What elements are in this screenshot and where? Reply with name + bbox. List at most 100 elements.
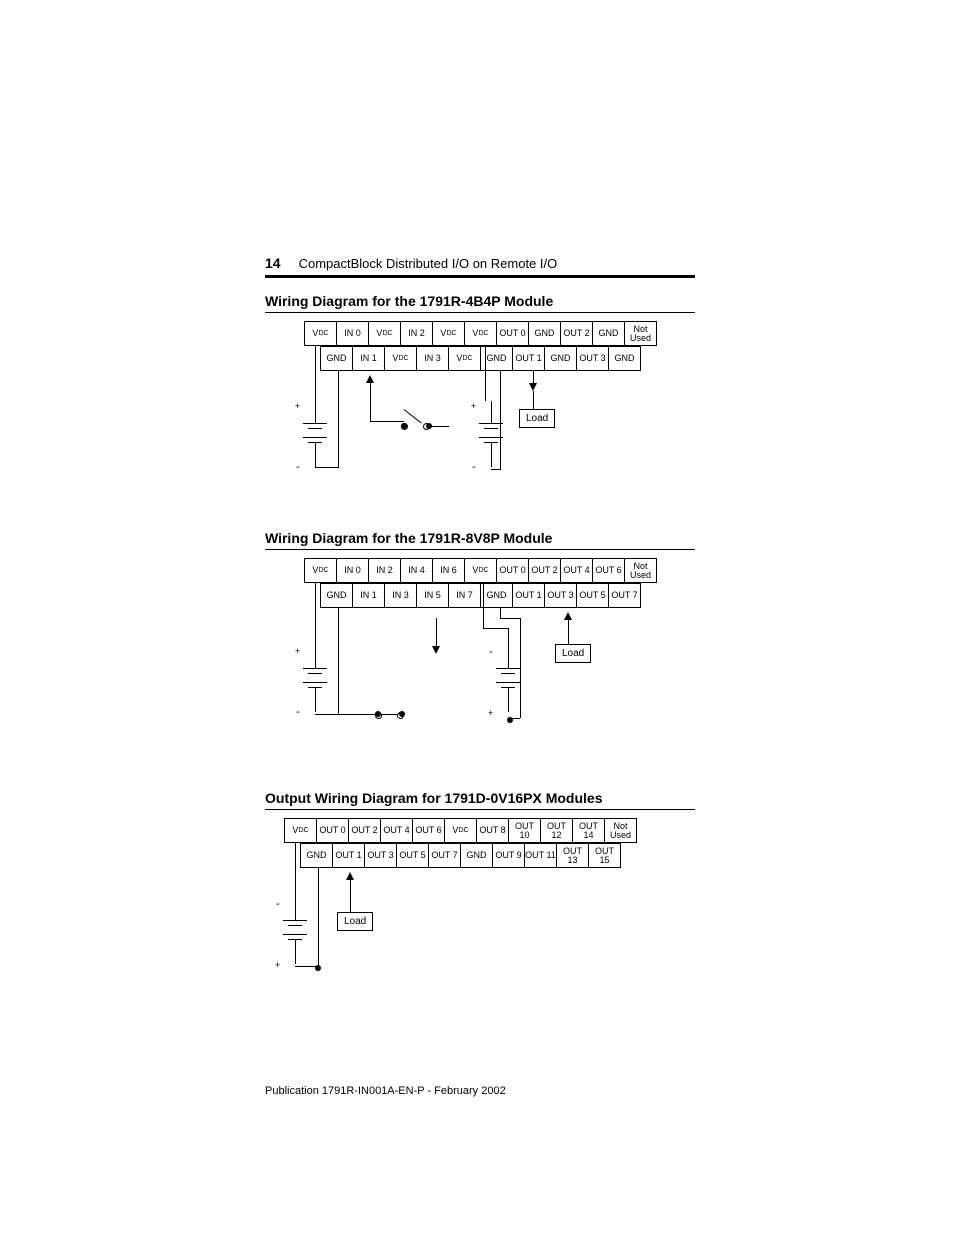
terminal-row-bottom: GNDIN 1IN 3IN 5IN 7GNDOUT 1OUT 3OUT 5OUT… (321, 583, 695, 608)
section-title: Wiring Diagram for the 1791R-4B4P Module (265, 293, 695, 309)
page-header: 14 CompactBlock Distributed I/O on Remot… (265, 255, 705, 271)
terminal-cell: VDC (284, 818, 317, 843)
terminal-cell: GND (300, 843, 333, 868)
wire (370, 381, 371, 421)
load-label: Load (344, 916, 366, 927)
terminal-cell: IN 1 (352, 346, 385, 371)
power-source-left: + - (299, 646, 331, 716)
terminal-cell: OUT 6 (412, 818, 445, 843)
wire (318, 868, 319, 967)
minus-label: - (296, 706, 300, 718)
wire (350, 878, 351, 894)
terminal-cell: IN 1 (352, 583, 385, 608)
terminal-cell: OUT 6 (592, 558, 625, 583)
terminal-cell: OUT 14 (572, 818, 605, 843)
wire (315, 346, 316, 401)
diagram-0v16px: VDCOUT 0OUT 2OUT 4OUT 6VDCOUT 8OUT 10OUT… (285, 818, 695, 868)
terminal-cell: GND (320, 583, 353, 608)
junction-dot (507, 717, 513, 723)
wire (315, 714, 339, 715)
terminal-cell: IN 3 (416, 346, 449, 371)
terminal-cell: Not Used (624, 321, 657, 346)
terminal-cell: OUT 0 (496, 321, 529, 346)
terminal-cell: VDC (384, 346, 417, 371)
load-box: Load (337, 912, 373, 931)
terminal-cell: OUT 15 (588, 843, 621, 868)
wire (338, 608, 339, 715)
terminal-cell: OUT 3 (544, 583, 577, 608)
wire (483, 628, 508, 629)
terminal-cell: GND (320, 346, 353, 371)
terminal-cell: OUT 2 (560, 321, 593, 346)
arrow-up-icon (366, 375, 374, 383)
terminal-cell: IN 6 (432, 558, 465, 583)
section-rule (265, 549, 695, 550)
wire (500, 371, 501, 470)
terminal-cell: OUT 5 (576, 583, 609, 608)
load-box: Load (519, 409, 555, 428)
wire (485, 346, 486, 401)
terminal-cell: OUT 2 (528, 558, 561, 583)
wire (315, 583, 316, 646)
wire (533, 371, 534, 383)
section-title: Wiring Diagram for the 1791R-8V8P Module (265, 530, 695, 546)
junction-dot (401, 423, 407, 429)
terminal-cell: VDC (304, 558, 337, 583)
terminal-cell: OUT 10 (508, 818, 541, 843)
terminal-cell: OUT 1 (512, 583, 545, 608)
terminal-cell: OUT 7 (608, 583, 641, 608)
wire (350, 894, 351, 912)
wire (520, 618, 521, 718)
terminal-row-bottom: GNDOUT 1OUT 3OUT 5OUT 7GNDOUT 9OUT 11OUT… (301, 843, 695, 868)
arrow-down-icon (432, 646, 440, 654)
load-label: Load (562, 648, 584, 659)
wire (429, 426, 449, 427)
terminal-cell: Not Used (624, 558, 657, 583)
terminal-cell: IN 4 (400, 558, 433, 583)
wire (338, 371, 339, 468)
plus-label: + (471, 401, 476, 411)
terminal-cell: IN 0 (336, 558, 369, 583)
terminal-cell: OUT 12 (540, 818, 573, 843)
wire (338, 714, 378, 715)
terminal-cell: OUT 3 (576, 346, 609, 371)
terminal-cell: GND (608, 346, 641, 371)
junction-dot (315, 965, 321, 971)
terminal-cell: OUT 1 (512, 346, 545, 371)
section-4b4p: Wiring Diagram for the 1791R-4B4P Module… (265, 293, 695, 371)
terminal-cell: IN 2 (400, 321, 433, 346)
junction-dot (426, 423, 432, 429)
terminal-cell: IN 3 (384, 583, 417, 608)
terminal-cell: VDC (464, 558, 497, 583)
wire (533, 391, 534, 409)
terminal-cell: GND (460, 843, 493, 868)
junction-dot (375, 711, 381, 717)
terminal-row-bottom: GNDIN 1VDCIN 3VDCGNDOUT 1GNDOUT 3GND (321, 346, 695, 371)
section-8v8p: Wiring Diagram for the 1791R-8V8P Module… (265, 530, 695, 608)
terminal-cell: OUT 0 (496, 558, 529, 583)
plus-label: + (295, 646, 300, 656)
arrow-up-icon (564, 612, 572, 620)
terminal-cell: OUT 1 (332, 843, 365, 868)
terminal-cell: OUT 4 (560, 558, 593, 583)
arrow-up-icon (346, 872, 354, 880)
terminal-cell: OUT 4 (380, 818, 413, 843)
terminal-cell: VDC (304, 321, 337, 346)
wire (483, 583, 484, 628)
header-title: CompactBlock Distributed I/O on Remote I… (299, 256, 558, 271)
wire (315, 467, 339, 468)
load-box: Load (555, 644, 591, 663)
section-0v16px: Output Wiring Diagram for 1791D-0V16PX M… (265, 790, 695, 868)
terminal-cell: GND (544, 346, 577, 371)
terminal-cell: GND (528, 321, 561, 346)
arrow-down-icon (529, 383, 537, 391)
terminal-cell: IN 2 (368, 558, 401, 583)
header-rule (265, 275, 695, 278)
wire (370, 421, 404, 422)
diagram-4b4p: VDCIN 0VDCIN 2VDCVDCOUT 0GNDOUT 2GNDNot … (305, 321, 695, 371)
wire (500, 618, 520, 619)
terminal-cell: OUT 7 (428, 843, 461, 868)
section-title: Output Wiring Diagram for 1791D-0V16PX M… (265, 790, 695, 806)
terminal-cell: IN 5 (416, 583, 449, 608)
page-number: 14 (265, 255, 281, 271)
